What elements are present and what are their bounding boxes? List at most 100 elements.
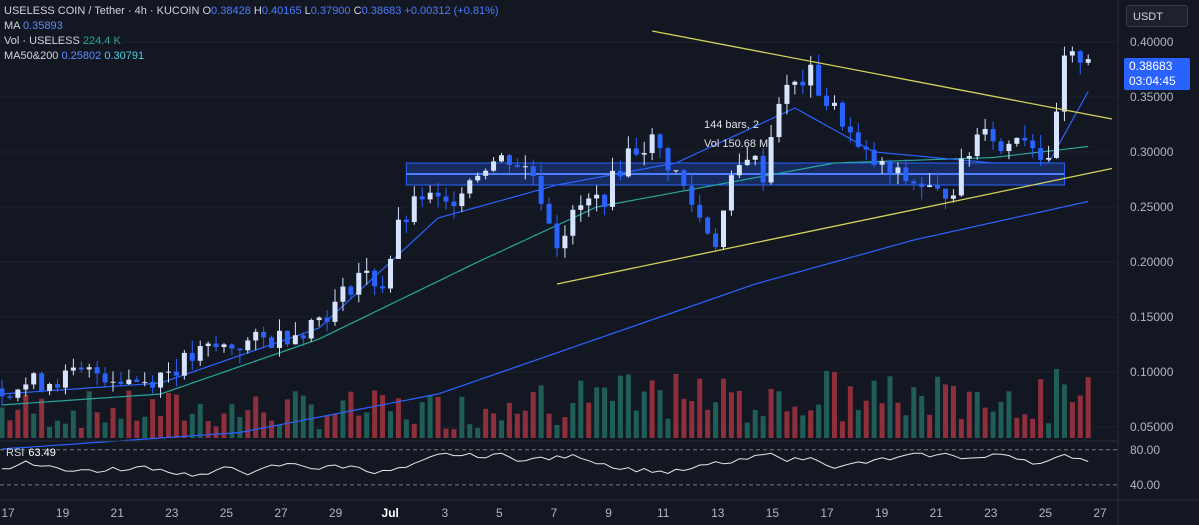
volume-bar xyxy=(1061,384,1067,438)
candle xyxy=(538,164,544,211)
volume-bar xyxy=(86,391,92,438)
currency-badge[interactable]: USDT xyxy=(1126,5,1188,27)
volume-bar xyxy=(467,424,473,438)
volume-bar xyxy=(919,395,925,438)
candle xyxy=(689,174,695,213)
candle xyxy=(705,216,711,236)
x-tick-label: 19 xyxy=(875,506,889,520)
volume-bar xyxy=(261,412,267,438)
candle xyxy=(110,371,116,392)
candle xyxy=(1038,135,1044,167)
volume-bar xyxy=(395,398,401,438)
candle xyxy=(855,123,861,149)
volume-bar xyxy=(895,402,901,438)
candle xyxy=(7,393,13,400)
candle xyxy=(610,157,615,211)
volume-bar xyxy=(245,410,251,438)
volume-bar xyxy=(284,399,290,438)
candle xyxy=(919,177,925,200)
volume-bar xyxy=(697,378,703,438)
volume-bar xyxy=(332,414,338,438)
volume-bar xyxy=(990,411,996,438)
candle xyxy=(950,189,956,203)
volume-bar xyxy=(308,404,314,438)
symbol-title[interactable]: USELESS COIN / Tether · 4h · KUCOIN xyxy=(4,5,200,17)
x-tick-label: 25 xyxy=(1039,506,1053,520)
rsi-legend[interactable]: RSI 63.49 xyxy=(6,447,56,459)
tooltip-volume: Vol 150.68 M xyxy=(704,138,769,150)
close-value: 0.38683 xyxy=(361,5,402,17)
volume-bar xyxy=(824,370,830,438)
volume-bar xyxy=(681,398,687,438)
candle xyxy=(752,154,758,166)
volume-bar xyxy=(364,412,370,438)
y-tick-label: 0.30000 xyxy=(1130,145,1174,159)
candle xyxy=(292,322,298,345)
countdown-value: 03:04:45 xyxy=(1129,74,1176,88)
candle xyxy=(1022,125,1028,147)
candle xyxy=(269,335,275,349)
x-tick-label: 27 xyxy=(1093,506,1107,520)
volume-row[interactable]: Vol · USELESS 224.4 K xyxy=(4,34,499,49)
volume-bar xyxy=(475,427,481,438)
trendlines[interactable] xyxy=(556,30,1113,285)
candle xyxy=(1006,140,1012,160)
candle xyxy=(173,358,179,387)
volume-bar xyxy=(292,391,298,438)
candle xyxy=(871,142,877,168)
candle xyxy=(348,284,354,299)
candle xyxy=(427,185,433,204)
trendline xyxy=(556,167,1113,285)
volume-bar xyxy=(499,420,504,438)
volume-bar xyxy=(752,409,758,438)
volume-bar xyxy=(617,375,623,438)
last-price-tag: 0.38683 03:04:45 xyxy=(1124,58,1190,90)
candle xyxy=(340,277,346,312)
candle xyxy=(522,155,528,180)
ma200-value: 0.30791 xyxy=(104,50,145,62)
volume-bar xyxy=(514,413,520,438)
candle xyxy=(364,257,370,285)
candle xyxy=(514,158,520,168)
candle xyxy=(102,366,108,389)
volume-bar xyxy=(776,391,782,438)
ma50-200-row[interactable]: MA50&200 0.25802 0.30791 xyxy=(4,49,499,64)
candle xyxy=(863,140,869,161)
volume-bar xyxy=(879,403,885,438)
candle xyxy=(491,156,497,173)
candle xyxy=(760,148,766,191)
volume-bar xyxy=(1054,368,1059,438)
ma50-200-label: MA50&200 xyxy=(4,50,59,62)
volume-bar xyxy=(847,386,853,438)
volume-bar xyxy=(927,414,933,438)
volume-bar xyxy=(23,394,29,438)
volume-bar xyxy=(808,410,814,438)
candle xyxy=(697,194,703,223)
volume-bar xyxy=(15,409,21,438)
candle xyxy=(927,173,933,188)
volume-bar xyxy=(1069,402,1075,438)
volume-bar xyxy=(158,415,164,438)
volume-bar xyxy=(887,376,893,438)
volume-bar xyxy=(554,424,560,438)
volume-bar xyxy=(1022,414,1028,438)
volume-bar xyxy=(229,404,235,438)
y-tick-label: 0.15000 xyxy=(1130,310,1174,324)
candle xyxy=(982,118,988,142)
volume-bar xyxy=(578,380,584,438)
candle xyxy=(602,193,608,216)
candle xyxy=(277,319,282,357)
volume-bar xyxy=(237,417,243,438)
volume-bar xyxy=(213,426,219,438)
candle xyxy=(958,148,964,197)
candle xyxy=(824,88,830,111)
ma-row[interactable]: MA 0.35893 xyxy=(4,19,499,34)
y-tick-label: 0.05000 xyxy=(1130,420,1174,434)
volume-bar xyxy=(134,420,140,438)
volume-bar xyxy=(173,394,179,438)
y-tick-label: 0.25000 xyxy=(1130,200,1174,214)
volume-bar xyxy=(316,429,322,438)
candle xyxy=(134,375,140,382)
volume-bar xyxy=(39,398,45,438)
